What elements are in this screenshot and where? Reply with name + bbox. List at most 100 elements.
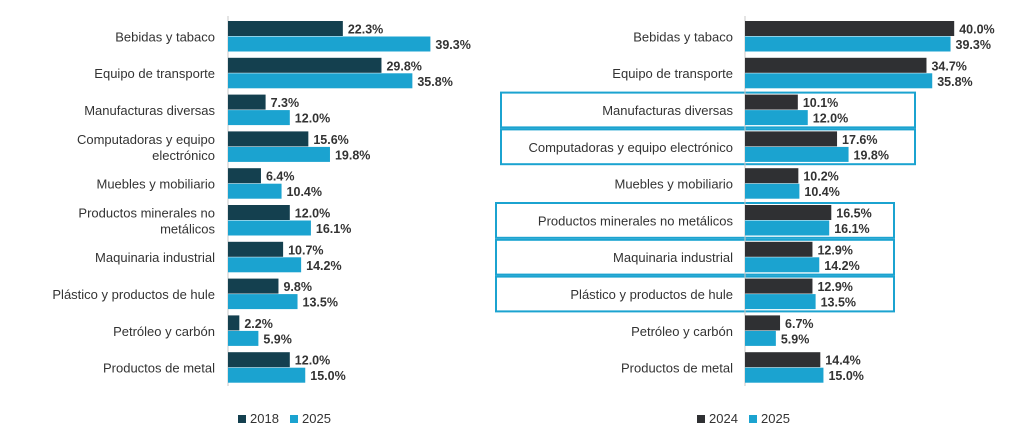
value-label-2025-maquinaria-industrial: 14.2%	[824, 259, 859, 273]
highlight-box-maquinaria-industrial	[495, 238, 895, 276]
category-label-computadoras-y-equipo-electronico: Computadoras y equipo electrónico	[77, 132, 215, 163]
category-label-maquinaria-industrial: Maquinaria industrial	[95, 250, 215, 265]
category-label-computadoras-y-equipo-electronico: Computadoras y equipo electrónico	[528, 140, 733, 155]
value-label-2024-equipo-de-transporte: 34.7%	[931, 59, 966, 73]
bar-2025-equipo-de-transporte	[745, 73, 933, 89]
value-label-2024-bebidas-y-tabaco: 40.0%	[959, 23, 994, 37]
category-label-manufacturas-diversas: Manufacturas diversas	[84, 103, 215, 118]
bar-2024-productos-de-metal	[745, 352, 821, 368]
value-label-2024-petroleo-y-carbon: 6.7%	[785, 317, 814, 331]
bar-2025-bebidas-y-tabaco	[228, 36, 431, 52]
value-label-2025-petroleo-y-carbon: 5.9%	[263, 332, 292, 346]
highlight-box-computadoras-y-equipo-electronico	[500, 128, 916, 166]
value-label-2025-equipo-de-transporte: 35.8%	[417, 75, 452, 89]
value-label-2025-manufacturas-diversas: 12.0%	[295, 112, 330, 126]
category-label-productos-de-metal: Productos de metal	[103, 361, 215, 376]
category-label-plastico-y-productos-de-hule: Plástico y productos de hule	[570, 287, 733, 302]
legend-swatch-2018	[238, 415, 246, 423]
bar-2025-muebles-y-mobiliario	[745, 183, 800, 199]
bar-2025-productos-minerales-no-metalicos	[745, 220, 830, 236]
value-label-2024-muebles-y-mobiliario: 10.2%	[803, 170, 838, 184]
value-label-2018-petroleo-y-carbon: 2.2%	[244, 317, 273, 331]
value-label-2024-plastico-y-productos-de-hule: 12.9%	[817, 280, 852, 294]
bar-2025-computadoras-y-equipo-electronico	[745, 146, 849, 162]
bar-2018-petroleo-y-carbon	[228, 315, 240, 331]
value-label-2018-plastico-y-productos-de-hule: 9.8%	[283, 280, 312, 294]
bar-2025-manufacturas-diversas	[228, 110, 290, 126]
bar-2024-plastico-y-productos-de-hule	[745, 278, 813, 294]
value-label-2018-productos-minerales-no-metalicos: 12.0%	[295, 207, 330, 221]
bar-2025-productos-minerales-no-metalicos	[228, 220, 311, 236]
bar-2025-equipo-de-transporte	[228, 73, 413, 89]
legend-swatch-2024	[697, 415, 705, 423]
value-label-2018-computadoras-y-equipo-electronico: 15.6%	[313, 133, 348, 147]
bar-2025-computadoras-y-equipo-electronico	[228, 146, 330, 162]
bar-2024-bebidas-y-tabaco	[745, 21, 955, 36]
value-label-2024-maquinaria-industrial: 12.9%	[817, 243, 852, 257]
category-label-maquinaria-industrial: Maquinaria industrial	[613, 250, 733, 265]
bar-2025-productos-de-metal	[745, 367, 824, 383]
value-label-2025-productos-minerales-no-metalicos: 16.1%	[834, 222, 869, 236]
bar-2025-maquinaria-industrial	[228, 257, 302, 273]
bar-2018-computadoras-y-equipo-electronico	[228, 131, 309, 147]
bar-2018-plastico-y-productos-de-hule	[228, 278, 279, 294]
bar-2018-manufacturas-diversas	[228, 94, 266, 110]
value-label-2024-productos-minerales-no-metalicos: 16.5%	[836, 207, 871, 221]
category-label-productos-de-metal: Productos de metal	[621, 361, 733, 376]
value-label-2025-petroleo-y-carbon: 5.9%	[781, 332, 810, 346]
value-label-2025-productos-minerales-no-metalicos: 16.1%	[316, 222, 351, 236]
value-label-2025-plastico-y-productos-de-hule: 13.5%	[303, 296, 338, 310]
chart-1: Bebidas y tabaco 22.3% 39.3% Equipo de tran…	[52, 16, 471, 426]
value-label-2024-manufacturas-diversas: 10.1%	[803, 96, 838, 110]
value-label-2018-productos-de-metal: 12.0%	[295, 354, 330, 368]
value-label-2024-computadoras-y-equipo-electronico: 17.6%	[842, 133, 877, 147]
value-label-2018-muebles-y-mobiliario: 6.4%	[266, 170, 295, 184]
bar-2024-manufacturas-diversas	[745, 94, 798, 110]
legend-label-2025: 2025	[302, 411, 331, 426]
bar-2024-equipo-de-transporte	[745, 57, 927, 73]
value-label-2025-bebidas-y-tabaco: 39.3%	[435, 38, 470, 52]
bar-2025-plastico-y-productos-de-hule	[745, 294, 816, 310]
bar-2024-productos-minerales-no-metalicos	[745, 205, 832, 220]
category-label-muebles-y-mobiliario: Muebles y mobiliario	[97, 177, 216, 192]
category-label-petroleo-y-carbon: Petróleo y carbón	[631, 324, 733, 339]
legend-label-2018: 2018	[250, 411, 279, 426]
legend-swatch-2025	[290, 415, 298, 423]
bar-2025-petroleo-y-carbon	[228, 330, 259, 346]
category-label-manufacturas-diversas: Manufacturas diversas	[602, 103, 733, 118]
category-label-petroleo-y-carbon: Petróleo y carbón	[113, 324, 215, 339]
value-label-2018-bebidas-y-tabaco: 22.3%	[348, 23, 383, 37]
category-label-productos-minerales-no-metalicos: Productos minerales no metálicos	[78, 205, 215, 236]
bar-2025-plastico-y-productos-de-hule	[228, 294, 298, 310]
bar-2018-muebles-y-mobiliario	[228, 168, 261, 184]
bar-2018-productos-de-metal	[228, 352, 290, 368]
value-label-2025-productos-de-metal: 15.0%	[310, 369, 345, 383]
legend-label-2024: 2024	[709, 411, 738, 426]
category-label-muebles-y-mobiliario: Muebles y mobiliario	[615, 177, 734, 192]
highlight-box-plastico-y-productos-de-hule	[495, 275, 895, 313]
value-label-2018-maquinaria-industrial: 10.7%	[288, 243, 323, 257]
chart-2: Bebidas y tabaco 40.0%39.3% Equipo de tran…	[495, 16, 995, 426]
value-label-2018-manufacturas-diversas: 7.3%	[271, 96, 300, 110]
value-label-2025-productos-de-metal: 15.0%	[828, 369, 863, 383]
bar-2024-computadoras-y-equipo-electronico	[745, 131, 838, 147]
bar-2018-bebidas-y-tabaco	[228, 21, 343, 36]
legend-swatch-2025	[749, 415, 757, 423]
bar-2025-bebidas-y-tabaco	[745, 36, 951, 52]
value-label-2024-productos-de-metal: 14.4%	[825, 354, 860, 368]
bar-2025-muebles-y-mobiliario	[228, 183, 282, 199]
category-label-bebidas-y-tabaco: Bebidas y tabaco	[115, 29, 215, 44]
bar-2018-productos-minerales-no-metalicos	[228, 205, 290, 220]
value-label-2025-muebles-y-mobiliario: 10.4%	[804, 185, 839, 199]
value-label-2025-equipo-de-transporte: 35.8%	[937, 75, 972, 89]
bar-2025-petroleo-y-carbon	[745, 330, 776, 346]
highlight-box-productos-minerales-no-metalicos	[495, 202, 895, 239]
value-label-2025-manufacturas-diversas: 12.0%	[813, 112, 848, 126]
value-label-2025-computadoras-y-equipo-electronico: 19.8%	[854, 148, 889, 162]
value-label-2025-computadoras-y-equipo-electronico: 19.8%	[335, 148, 370, 162]
value-label-2025-muebles-y-mobiliario: 10.4%	[287, 185, 322, 199]
value-label-2018-equipo-de-transporte: 29.8%	[386, 59, 421, 73]
legend-label-2025: 2025	[761, 411, 790, 426]
bar-2025-manufacturas-diversas	[745, 110, 808, 126]
